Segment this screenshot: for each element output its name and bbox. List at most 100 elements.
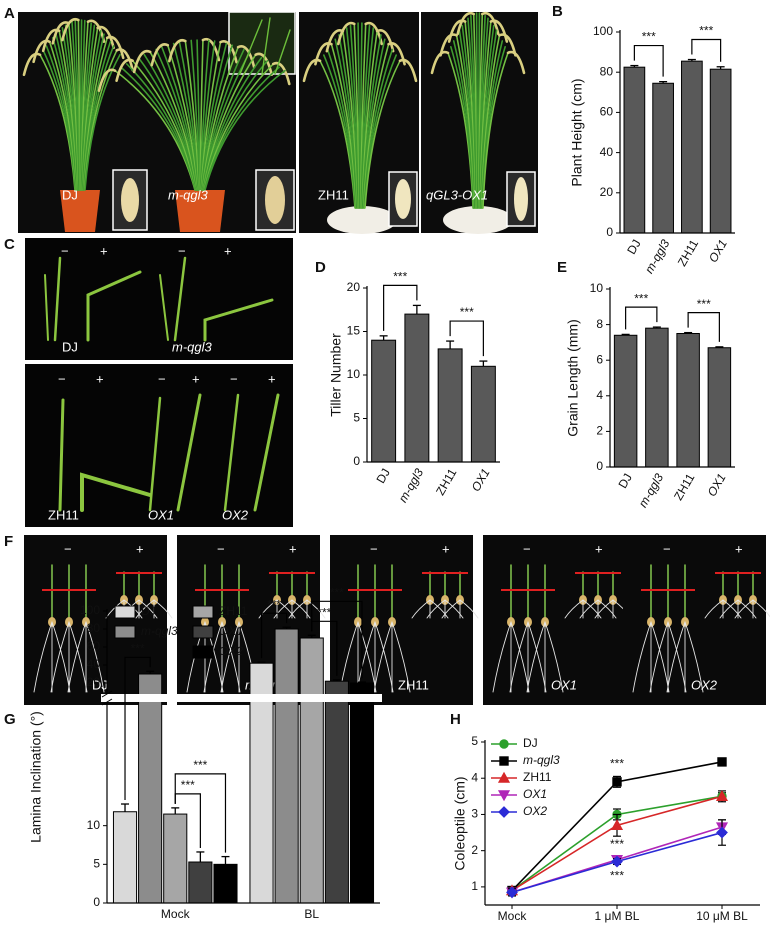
panicle: [115, 48, 135, 72]
error-bar: [379, 335, 388, 341]
photo-panels: [18, 11, 770, 705]
root: [135, 599, 155, 619]
y-tick-label: 15: [347, 324, 361, 338]
panicle: [325, 29, 345, 53]
y-tick-label: 60: [600, 105, 614, 119]
legend-label: OX2: [523, 804, 547, 818]
panicle: [439, 33, 458, 57]
bar: [404, 313, 430, 463]
bar: [623, 66, 646, 234]
grain: [265, 176, 285, 224]
photo-label: DJ: [92, 677, 108, 692]
root: [594, 599, 614, 619]
significance-label: ***: [330, 585, 344, 599]
error-bar: [357, 681, 366, 683]
photo-label: ZH11: [398, 677, 429, 692]
root: [492, 621, 512, 693]
y-tick-label: 6: [596, 352, 603, 366]
pot: [175, 190, 225, 232]
error-bar: [687, 58, 696, 62]
y-tick-label: 1: [471, 879, 478, 893]
leaf: [253, 393, 280, 512]
significance-bracket: [311, 600, 363, 679]
bar: [349, 682, 375, 904]
error-bar: [716, 66, 725, 70]
root: [509, 621, 529, 693]
bar: [138, 673, 163, 904]
treatment-sign: −: [64, 541, 72, 556]
error-bar: [684, 331, 693, 334]
marker: [497, 771, 511, 783]
y-tick-label: 5: [93, 857, 100, 871]
root: [429, 599, 449, 619]
grain: [514, 177, 528, 221]
pot: [60, 190, 100, 232]
panel-letter: A: [4, 5, 15, 22]
x-tick-label: OX1: [469, 466, 493, 494]
legend-label: m-qgl3: [523, 753, 560, 767]
treatment-sign: −: [370, 541, 378, 556]
panicle: [489, 19, 509, 43]
y-tick-label: 10: [590, 281, 604, 295]
bar: [299, 637, 324, 904]
x-tick-label: 1 μM BL: [595, 909, 640, 923]
root: [138, 599, 158, 619]
significance-bracket: [383, 284, 418, 331]
leaf: [176, 393, 202, 512]
leaf: [239, 17, 291, 75]
panicle: [61, 17, 80, 42]
treatment-sign: +: [268, 371, 276, 386]
y-tick-label: 3: [471, 807, 478, 821]
root: [50, 621, 70, 693]
photo-label: OX1: [148, 507, 174, 522]
x-tick-label: OX1: [706, 237, 730, 265]
panicle: [168, 39, 187, 63]
leaf: [84, 53, 121, 191]
leaf: [53, 256, 62, 342]
treatment-sign: −: [217, 541, 225, 556]
panel-letter: C: [4, 236, 15, 253]
bar: [645, 327, 669, 468]
treatment-sign: +: [100, 243, 108, 258]
y-axis-title: Coleoptile (cm): [452, 776, 468, 870]
leaf: [204, 69, 286, 191]
treatment-sign: +: [136, 541, 144, 556]
axis-break-gap: [101, 694, 382, 702]
root: [722, 599, 742, 619]
root: [649, 621, 669, 693]
panicle: [32, 39, 51, 64]
y-tick-label: 10: [347, 367, 361, 381]
legend-label: ZH11: [219, 604, 248, 618]
y-tick-label: 4: [471, 770, 478, 784]
photo-label: DJ: [62, 339, 78, 354]
panicle: [219, 40, 238, 64]
legend-swatch: [114, 625, 136, 639]
x-tick-label: ZH11: [433, 466, 460, 498]
marker: [611, 855, 623, 868]
photo-label: m-qgl3: [168, 187, 209, 202]
root: [666, 621, 686, 693]
significance-bracket: [633, 44, 664, 77]
y-axis-title: Plant Height (cm): [569, 78, 585, 186]
root: [291, 599, 311, 619]
panicle: [51, 21, 71, 45]
panel-letter: F: [4, 533, 13, 550]
panicle: [115, 58, 134, 83]
y-tick-label: 4: [596, 388, 603, 402]
photo: [623, 535, 766, 705]
y-axis-title: Lamina Inclination (°): [28, 711, 44, 843]
photo-label: DJ: [62, 187, 78, 202]
x-tick-label: m-qgl3: [642, 237, 673, 276]
treatment-sign: −: [230, 371, 238, 386]
photo: [25, 238, 293, 360]
legend-swatch: [192, 605, 214, 619]
y-tick-label: 0: [93, 895, 100, 909]
panicle: [302, 58, 322, 83]
significance-label: ***: [460, 305, 474, 319]
significance-label: ***: [634, 291, 648, 305]
treatment-sign: +: [289, 541, 297, 556]
leaf: [86, 270, 142, 342]
legend-label: OX1: [219, 624, 243, 638]
error-bar: [221, 855, 230, 865]
